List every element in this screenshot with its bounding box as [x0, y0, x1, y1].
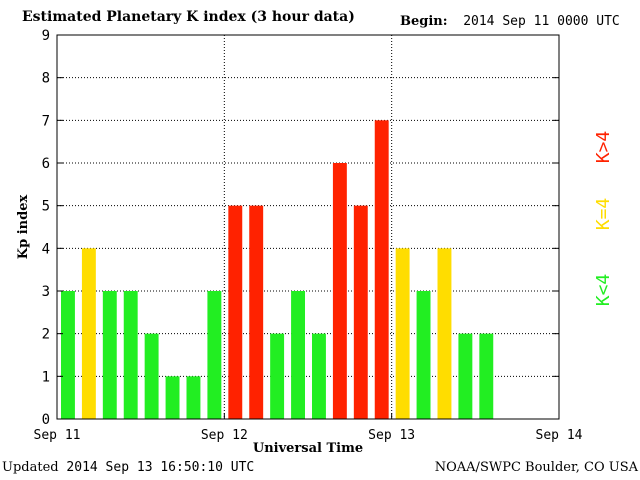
bar-8: [228, 205, 243, 419]
bar-14: [353, 205, 368, 419]
plot-frame: [56, 34, 560, 420]
legend-item-1: K=4: [593, 198, 614, 231]
bar-10: [270, 333, 285, 419]
bar-18: [437, 248, 452, 419]
y-tick-label-0: 0: [42, 412, 50, 428]
bar-7: [207, 291, 222, 419]
bar-2: [102, 291, 117, 419]
x-axis-ticks: Sep 11 Sep 12 Sep 13 Sep 14: [34, 413, 583, 443]
y-tick-label-5: 5: [42, 199, 50, 215]
legend: K<4 K=4 K>4: [593, 131, 614, 307]
chart-title: Estimated Planetary K index (3 hour data…: [22, 9, 355, 25]
x-tick-label-1: Sep 12: [201, 428, 248, 443]
updated-label: Updated: [2, 460, 59, 475]
bar-12: [312, 333, 326, 419]
y-tick-label-3: 3: [42, 284, 50, 300]
y-tick-label-7: 7: [42, 113, 50, 129]
bar-6: [186, 376, 201, 419]
y-tick-label-8: 8: [42, 71, 50, 87]
x-tick-label-0: Sep 11: [34, 428, 81, 443]
bar-1: [81, 248, 96, 419]
bar-3: [123, 291, 138, 419]
bars: [61, 120, 494, 419]
bar-11: [291, 291, 305, 419]
bar-13: [332, 163, 347, 419]
x-axis-label: Universal Time: [253, 441, 363, 456]
credit-line: NOAA/SWPC Boulder, CO USA: [434, 460, 638, 475]
bar-20: [479, 333, 494, 419]
legend-item-2: K>4: [593, 131, 614, 164]
bar-19: [458, 333, 473, 419]
y-tick-label-6: 6: [42, 156, 50, 172]
updated-value: 2014 Sep 13 16:50:10 UTC: [66, 460, 255, 475]
grid-lines: [57, 35, 559, 419]
begin-label: Begin:: [400, 14, 448, 29]
begin-value: 2014 Sep 11 0000 UTC: [463, 14, 620, 29]
x-tick-label-3: Sep 14: [536, 428, 583, 443]
begin-timestamp: Begin: 2014 Sep 11 0000 UTC: [400, 14, 620, 29]
updated-timestamp: Updated 2014 Sep 13 16:50:10 UTC: [2, 460, 254, 475]
bar-15: [374, 120, 389, 419]
x-tick-label-2: Sep 13: [368, 428, 415, 443]
bar-17: [416, 291, 431, 419]
bar-5: [165, 376, 180, 419]
bar-16: [395, 248, 410, 419]
y-axis-ticks: 0 1 2 3 4 5 6 7 8 9: [42, 28, 559, 428]
y-tick-label-9: 9: [42, 28, 50, 44]
y-tick-label-4: 4: [42, 241, 50, 257]
bar-0: [61, 291, 75, 419]
legend-item-0: K<4: [593, 274, 614, 307]
y-axis-label: Kp index: [16, 195, 31, 260]
bar-4: [144, 333, 159, 419]
y-tick-label-1: 1: [42, 369, 50, 385]
bar-9: [249, 205, 264, 419]
y-tick-label-2: 2: [42, 327, 50, 343]
